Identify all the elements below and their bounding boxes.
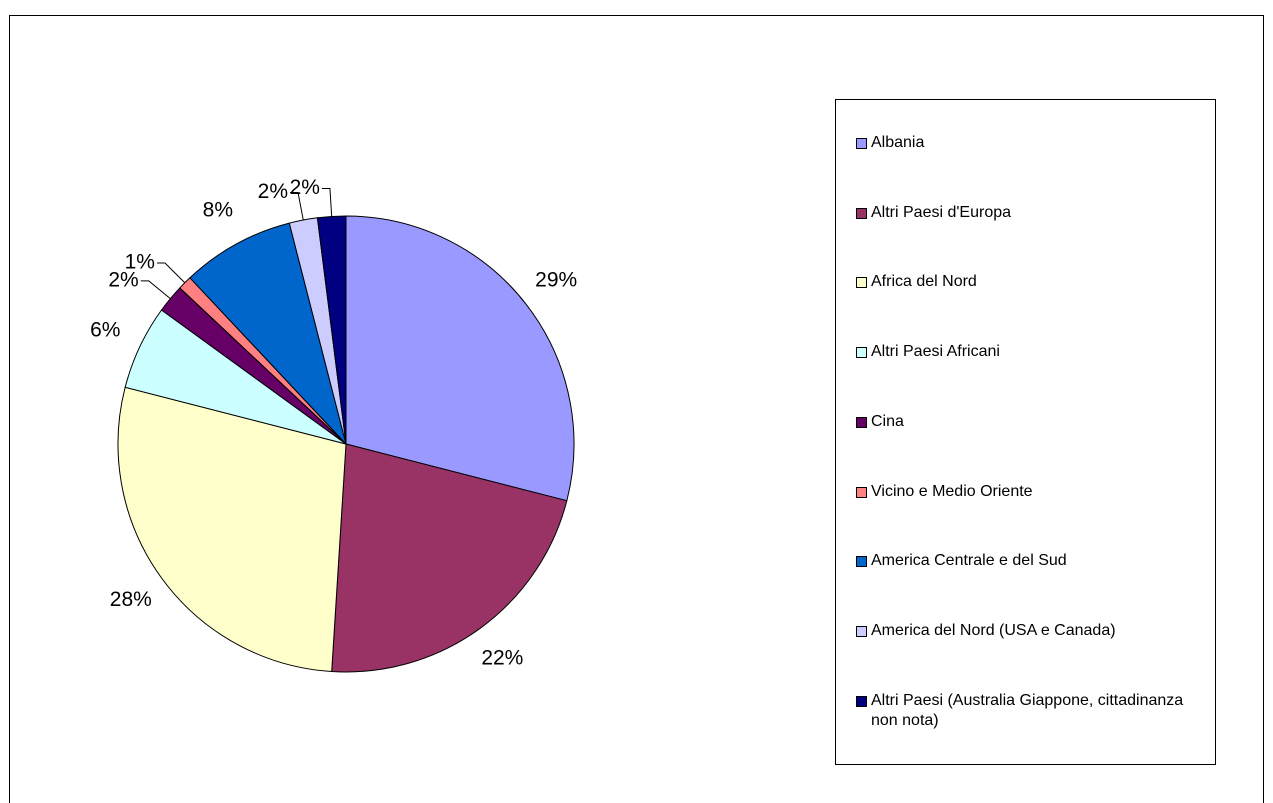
pie-slice: [117, 386, 347, 673]
data-label: 2%: [290, 176, 320, 199]
legend: Albania Altri Paesi d'Europa Africa del No…: [835, 99, 1216, 765]
legend-swatch: [856, 137, 867, 149]
legend-swatch: [856, 347, 867, 359]
pie-slice: [316, 215, 347, 445]
legend-label: Cina: [871, 412, 904, 430]
legend-item: America del Nord (USA e Canada): [836, 621, 1215, 641]
pie-slice: [331, 443, 568, 673]
legend-item: Albania: [836, 133, 1215, 153]
legend-item: Vicino e Medio Oriente: [836, 482, 1215, 502]
legend-label: Africa del Nord: [871, 273, 977, 291]
pie-slice: [345, 215, 575, 502]
legend-label: Albania: [871, 133, 925, 151]
legend-item: Africa del Nord: [836, 272, 1215, 292]
data-label: 6%: [90, 318, 120, 341]
legend-item: Altri Paesi (Australia Giappone, cittadi…: [836, 691, 1215, 731]
leader-line: [321, 188, 333, 217]
legend-swatch: [856, 207, 867, 219]
data-label: 29%: [535, 269, 577, 292]
legend-label: Altri Paesi d'Europa: [871, 203, 1012, 221]
legend-item: Altri Paesi d'Europa: [836, 203, 1215, 223]
leader-line: [140, 280, 171, 300]
data-label: 1%: [125, 251, 155, 274]
data-label: 22%: [481, 647, 523, 670]
legend-label: America Centrale e del Sud: [871, 552, 1067, 570]
chart-border: [9, 15, 1264, 803]
data-label: 28%: [110, 588, 152, 611]
legend-item: Altri Paesi Africani: [836, 342, 1215, 362]
legend-item: Cina: [836, 412, 1215, 432]
legend-swatch: [856, 486, 867, 498]
leader-line: [290, 192, 304, 221]
pie-slice: [189, 222, 347, 445]
leader-line: [156, 262, 186, 284]
legend-item: America Centrale e del Sud: [836, 551, 1215, 571]
legend-label: Altri Paesi Africani: [871, 343, 1000, 361]
data-label: 2%: [108, 268, 138, 291]
legend-swatch: [856, 277, 867, 289]
data-label: 2%: [258, 180, 288, 203]
legend-swatch: [856, 696, 867, 707]
legend-swatch: [856, 626, 867, 638]
legend-label: Vicino e Medio Oriente: [871, 482, 1033, 500]
legend-label: America del Nord (USA e Canada): [871, 622, 1116, 640]
legend-swatch: [856, 416, 867, 428]
data-label: 8%: [203, 198, 233, 221]
legend-label: Altri Paesi (Australia Giappone, cittadi…: [871, 692, 1184, 729]
legend-swatch: [856, 556, 867, 568]
